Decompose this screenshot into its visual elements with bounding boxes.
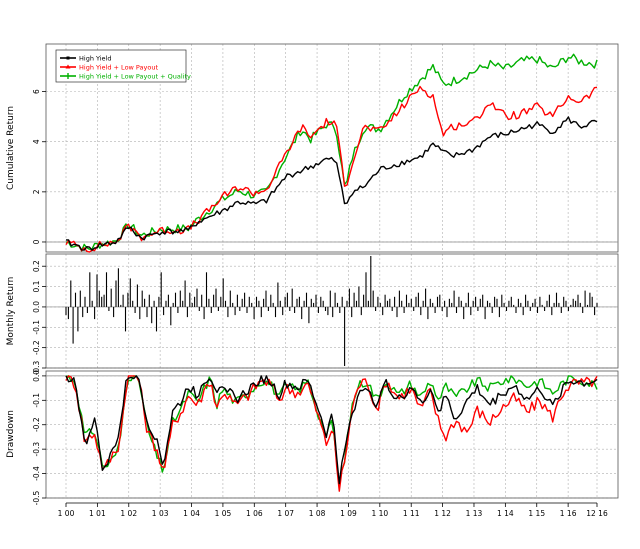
cum-ytick-label-2: 4 [32, 139, 41, 144]
drawdown-axis-label: Drawdown [6, 410, 16, 458]
mon-ytick-label-3: 0.0 [32, 301, 41, 313]
x-axis: 1 00 1 01 1 02 1 03 1 04 1 05 1 06 1 07 1 08 1 09… [58, 502, 608, 518]
monthly-return-panel: -0.3 -0.2 -0.1 0.0 0.1 0.2 Monthly Return [6, 253, 619, 375]
drawdown-series-high-yield-low-payout [65, 375, 598, 492]
monthly-return-frame [45, 253, 619, 369]
drawdown-series-high-yield [65, 375, 598, 485]
x-tick-label-10: 1 10 [371, 509, 388, 518]
x-tick-label-16: 1 16 [560, 509, 577, 518]
cumulative-return-axis-label: Cumulative Return [6, 106, 16, 190]
x-tick-label-5: 1 05 [215, 509, 232, 518]
cum-ytick-label-1: 2 [32, 189, 41, 194]
x-tick-label-1: 1 01 [89, 509, 106, 518]
x-tick-label-13: 1 13 [466, 509, 483, 518]
mon-ytick-label-2: -0.1 [32, 320, 41, 335]
x-tick-label-9: 1 09 [340, 509, 357, 518]
x-tick-label-17: 12 16 [586, 509, 608, 518]
drawdown-panel: -0.5 -0.4 -0.3 -0.2 -0.1 0.0 Drawdown [6, 370, 619, 505]
x-tick-label-8: 1 08 [309, 509, 326, 518]
drawdown-series-high-yield-low-payout-quality [65, 375, 598, 487]
x-tick-label-11: 1 11 [403, 509, 420, 518]
dd-ytick-label-3: -0.2 [32, 417, 41, 432]
legend-marker-triangle-icon [65, 64, 71, 69]
legend-label-1: High Yield + Low Payout [79, 63, 158, 71]
cumulative-series-high-yield [65, 116, 598, 251]
dd-ytick-label-2: -0.3 [32, 442, 41, 457]
x-tick-label-15: 1 15 [528, 509, 545, 518]
mon-ytick-label-1: -0.2 [32, 340, 41, 355]
x-tick-label-12: 1 12 [434, 509, 451, 518]
mon-ytick-label-4: 0.1 [32, 280, 41, 292]
cumulative-return-frame [45, 43, 619, 253]
drawdown-frame [45, 370, 619, 499]
x-tick-label-7: 1 07 [277, 509, 294, 518]
x-tick-label-3: 1 03 [152, 509, 169, 518]
x-tick-label-0: 1 00 [58, 509, 75, 518]
legend-box [55, 49, 187, 83]
x-tick-label-6: 1 06 [246, 509, 263, 518]
cum-ytick-label-3: 6 [32, 89, 41, 94]
mon-ytick-label-0: -0.3 [32, 360, 41, 375]
cumulative-series-high-yield-low-payout [65, 85, 598, 253]
x-tick-label-2: 1 02 [120, 509, 137, 518]
x-tick-label-14: 1 14 [497, 509, 514, 518]
dd-ytick-label-5: 0.0 [32, 370, 41, 382]
legend-label-0: High Yield [79, 54, 111, 62]
x-tick-label-4: 1 04 [183, 509, 200, 518]
dd-ytick-label-0: -0.5 [32, 490, 41, 505]
dd-ytick-label-1: -0.4 [32, 466, 41, 481]
legend-marker-square-icon [66, 56, 70, 60]
dd-ytick-label-4: -0.1 [32, 393, 41, 408]
legend-label-2: High Yield + Low Payout + Quality [79, 72, 191, 80]
cumulative-series-high-yield-low-payout-quality [65, 53, 598, 252]
cum-ytick-label-0: 0 [32, 239, 41, 244]
mon-ytick-label-5: 0.2 [32, 260, 41, 272]
monthly-return-axis-label: Monthly Return [6, 277, 16, 346]
